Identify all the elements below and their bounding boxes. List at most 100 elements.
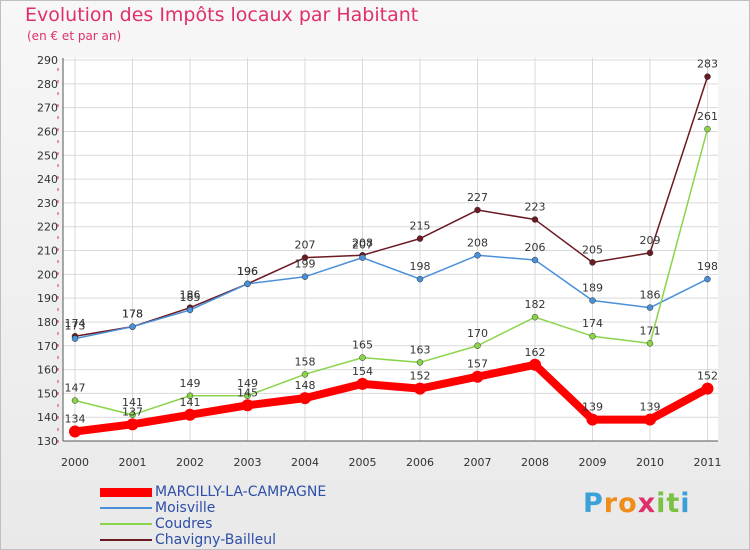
data-point xyxy=(186,392,194,400)
legend-swatch-moisville xyxy=(100,507,152,509)
data-label: 186 xyxy=(180,289,201,302)
y-tick-label: 150 xyxy=(37,387,58,400)
data-point xyxy=(184,408,196,421)
y-tick-label: 190 xyxy=(37,292,58,305)
proxiti-logo: Proxiti xyxy=(583,488,691,519)
series-line-0 xyxy=(74,360,710,436)
y-tick-label: 130 xyxy=(37,435,58,448)
data-label: 199 xyxy=(295,258,316,271)
data-label: 163 xyxy=(410,343,431,356)
data-label: 178 xyxy=(122,308,143,321)
data-point xyxy=(474,342,481,349)
data-label: 154 xyxy=(352,365,373,378)
legend-swatch-chavigny xyxy=(100,539,152,541)
logo-letter: t xyxy=(666,488,681,519)
data-point xyxy=(416,359,424,366)
data-point xyxy=(126,418,139,431)
data-label: 223 xyxy=(525,201,546,214)
data-label: 148 xyxy=(295,379,316,392)
data-point xyxy=(704,275,711,283)
x-tick-label: 2007 xyxy=(464,456,492,469)
data-label: 134 xyxy=(65,412,86,425)
data-label: 174 xyxy=(65,317,86,330)
data-point xyxy=(471,370,484,383)
data-label: 158 xyxy=(295,355,316,368)
data-label: 178 xyxy=(122,308,143,321)
data-point xyxy=(301,371,309,378)
data-label: 207 xyxy=(352,239,373,252)
data-point xyxy=(244,392,251,400)
x-tick-label: 2005 xyxy=(349,456,377,469)
y-tick-label: 280 xyxy=(37,78,58,91)
data-label: 145 xyxy=(237,386,258,399)
data-label: 196 xyxy=(237,265,258,278)
data-point xyxy=(589,259,596,266)
data-point xyxy=(704,73,711,80)
x-tick-label: 2002 xyxy=(176,456,204,469)
data-label: 162 xyxy=(525,346,546,359)
data-point xyxy=(589,332,596,340)
data-label: 196 xyxy=(237,265,258,278)
x-tick-label: 2009 xyxy=(579,456,607,469)
data-label: 207 xyxy=(295,239,316,252)
data-point xyxy=(646,249,654,257)
data-label: 215 xyxy=(410,220,431,233)
legend-label-chavigny: Chavigny-Bailleul xyxy=(155,532,276,548)
series-line-2 xyxy=(74,128,709,416)
data-point xyxy=(241,399,254,412)
x-tick-label: 2001 xyxy=(119,456,147,469)
data-label: 141 xyxy=(122,396,143,409)
data-point xyxy=(71,397,79,404)
data-point xyxy=(589,297,596,304)
data-point xyxy=(646,340,654,347)
legend-item-chavigny: Chavigny-Bailleul xyxy=(100,532,326,548)
data-label: 165 xyxy=(352,339,373,352)
data-label: 149 xyxy=(237,377,258,390)
y-tick-label: 200 xyxy=(37,268,58,281)
data-point xyxy=(646,304,654,311)
x-tick-label: 2000 xyxy=(61,456,89,469)
y-tick-label: 240 xyxy=(37,173,58,186)
data-label: 198 xyxy=(410,260,431,273)
data-label: 198 xyxy=(697,260,718,273)
legend-label-coudres: Coudres xyxy=(155,516,213,532)
chart-legend: MARCILLY-LA-CAMPAGNE Moisville Coudres C… xyxy=(100,484,326,548)
logo-letter: o xyxy=(618,488,638,519)
legend-swatch-coudres xyxy=(100,523,152,525)
plot-area xyxy=(63,58,718,441)
y-tick-label: 230 xyxy=(37,197,58,210)
data-point xyxy=(129,323,136,330)
data-label: 149 xyxy=(180,377,201,390)
data-point xyxy=(301,254,309,261)
data-label: 171 xyxy=(640,324,661,337)
data-label: 209 xyxy=(640,234,661,247)
data-point xyxy=(701,382,714,395)
data-point xyxy=(244,280,251,288)
data-label: 208 xyxy=(352,236,373,249)
legend-label-marcilly: MARCILLY-LA-CAMPAGNE xyxy=(155,484,327,500)
logo-letter: r xyxy=(603,488,619,519)
y-tick-label: 140 xyxy=(37,411,58,424)
data-point xyxy=(299,392,311,405)
logo-letter: i xyxy=(680,488,691,519)
data-point xyxy=(414,382,426,395)
x-tick-label: 2008 xyxy=(521,456,549,469)
y-tick-label: 270 xyxy=(37,102,58,115)
data-label: 283 xyxy=(697,58,718,71)
data-label: 139 xyxy=(582,401,603,414)
y-tick-label: 210 xyxy=(37,245,58,258)
legend-item-marcilly: MARCILLY-LA-CAMPAGNE xyxy=(100,484,326,500)
data-point xyxy=(531,216,539,223)
y-tick-label: 180 xyxy=(37,316,58,329)
data-point xyxy=(356,377,369,390)
data-label: 186 xyxy=(640,289,661,302)
x-tick-label: 2011 xyxy=(694,456,722,469)
data-label: 205 xyxy=(582,243,603,256)
data-label: 261 xyxy=(697,110,718,123)
data-point xyxy=(71,335,79,342)
data-point xyxy=(416,235,424,242)
series-line-1 xyxy=(74,254,708,340)
data-label: 152 xyxy=(697,370,718,383)
series-line-3 xyxy=(74,76,709,337)
